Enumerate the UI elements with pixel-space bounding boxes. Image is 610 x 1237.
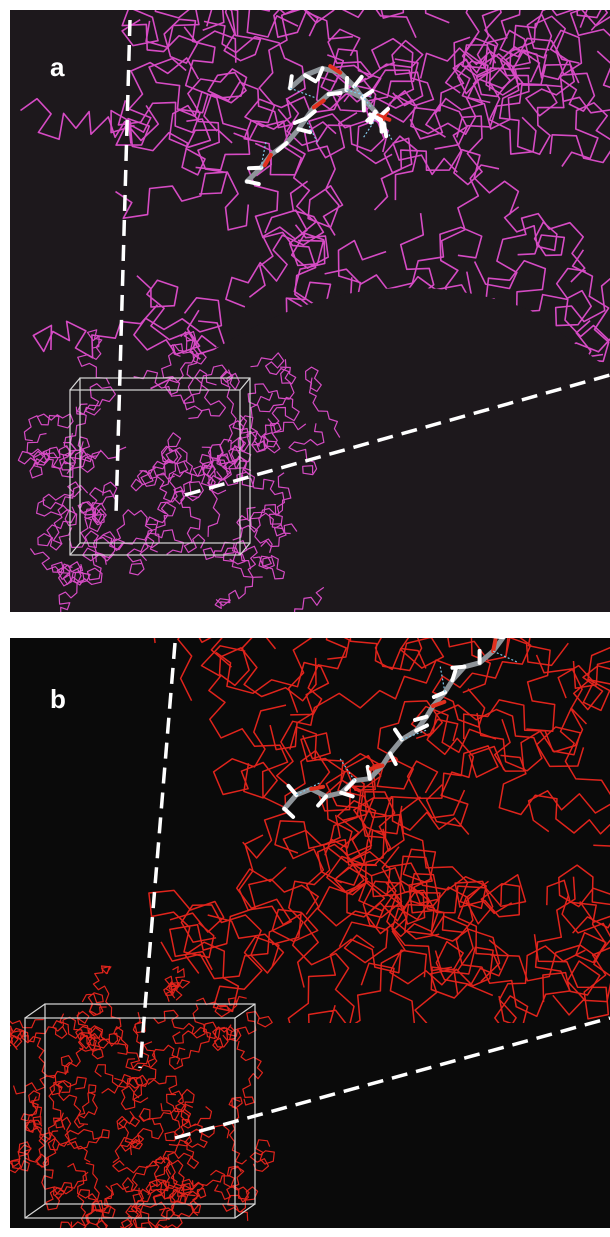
simulation-box-a <box>69 377 251 556</box>
ligand-b <box>281 638 519 819</box>
molecular-scene-a <box>10 10 610 612</box>
zoom-network-b <box>148 638 610 1076</box>
panel-a: a <box>10 10 610 612</box>
panel-label-a: a <box>50 52 65 82</box>
panel-b: b <box>10 638 610 1228</box>
panel-label-b: b <box>50 684 66 714</box>
zoom-guide-left-a <box>114 19 132 516</box>
molecular-scene-b <box>10 638 610 1228</box>
zoom-guide-left-b <box>138 642 177 1069</box>
simulation-box-b <box>24 1003 256 1219</box>
zoom-network-a <box>20 10 610 412</box>
overview-network-b <box>10 965 275 1228</box>
zoom-guide-right-b <box>174 1016 610 1140</box>
ligand-a <box>244 64 394 187</box>
